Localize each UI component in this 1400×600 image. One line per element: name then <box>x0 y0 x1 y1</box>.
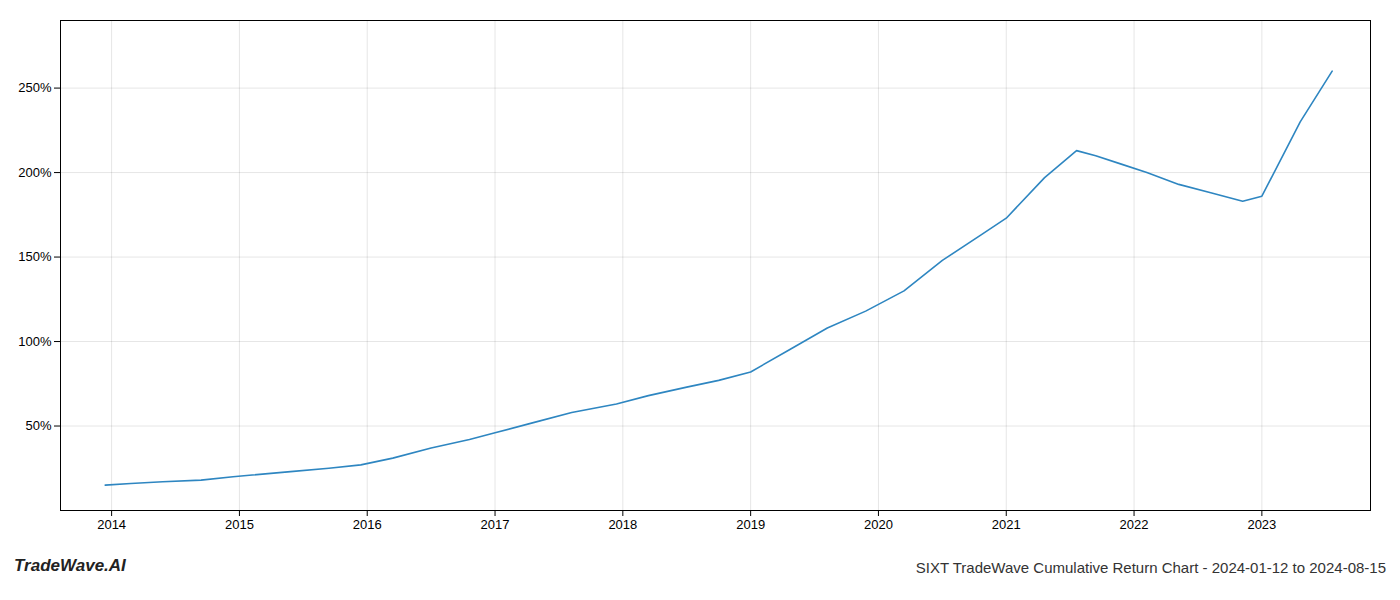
svg-text:2016: 2016 <box>353 517 382 532</box>
svg-text:200%: 200% <box>18 165 52 180</box>
svg-text:100%: 100% <box>18 334 52 349</box>
svg-text:2015: 2015 <box>225 517 254 532</box>
svg-text:50%: 50% <box>25 418 51 433</box>
svg-text:2018: 2018 <box>608 517 637 532</box>
svg-text:2017: 2017 <box>481 517 510 532</box>
svg-text:250%: 250% <box>18 80 52 95</box>
svg-text:150%: 150% <box>18 249 52 264</box>
svg-text:2021: 2021 <box>992 517 1021 532</box>
svg-text:2023: 2023 <box>1247 517 1276 532</box>
html-text:TradeWave.AI: TradeWave.AI <box>14 556 126 575</box>
svg-text:2022: 2022 <box>1120 517 1149 532</box>
svg-text:2020: 2020 <box>864 517 893 532</box>
svg-text:2014: 2014 <box>97 517 126 532</box>
html-text:SIXT TradeWave Cumulative Retu: SIXT TradeWave Cumulative Return Chart -… <box>915 559 1386 576</box>
svg-text:2019: 2019 <box>736 517 765 532</box>
